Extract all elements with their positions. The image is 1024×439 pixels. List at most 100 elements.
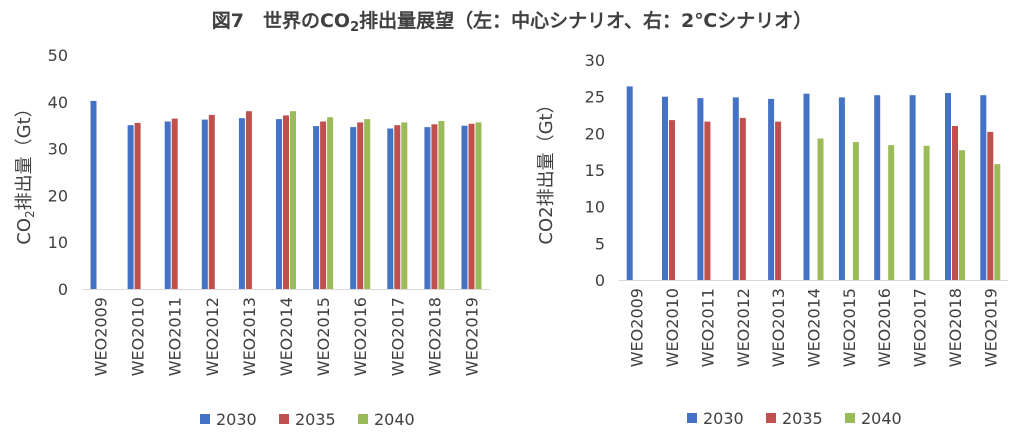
title-subscript: 2 [350, 20, 360, 35]
y-tick-label: 5 [595, 234, 605, 253]
y-tick-label: 30 [48, 140, 68, 159]
bar-2030-WEO2019 [461, 125, 468, 289]
x-tick-label: WEO2011 [698, 288, 717, 367]
bar-2030-WEO2011 [697, 98, 704, 280]
bar-2030-WEO2009 [626, 86, 633, 281]
legend-swatch-2035 [279, 414, 289, 424]
y-tick-label: 20 [48, 186, 68, 205]
bar-2030-WEO2016 [874, 95, 881, 280]
bar-2035-WEO2018 [952, 126, 958, 280]
y-tick-label: 30 [585, 51, 605, 70]
bar-2035-WEO2012 [208, 114, 215, 290]
x-tick-label: WEO2014 [277, 297, 296, 376]
legend-swatch-2030 [687, 413, 697, 423]
y-tick-label: 0 [58, 280, 68, 299]
y-tick-label: 20 [585, 124, 605, 143]
y-axis-label-suffix: 排出量（Gt） [14, 99, 35, 210]
bar-2030-WEO2016 [350, 127, 357, 289]
bar-2040-WEO2018 [438, 121, 445, 289]
bar-2040-WEO2018 [959, 150, 965, 280]
bar-2040-WEO2016 [364, 119, 371, 289]
y-tick-label: 25 [585, 88, 605, 107]
bar-2035-WEO2012 [739, 117, 746, 281]
x-tick-label: WEO2016 [875, 288, 894, 367]
legend-label-2035: 2035 [782, 409, 823, 428]
bar-2040-WEO2015 [327, 117, 334, 289]
bar-2030-WEO2019 [980, 95, 987, 280]
x-tick-label: WEO2009 [628, 288, 647, 367]
bar-2040-WEO2014 [817, 138, 824, 280]
bar-2030-WEO2009 [90, 100, 97, 290]
bar-2035-WEO2018 [431, 124, 438, 289]
bar-2040-WEO2014 [290, 111, 296, 289]
legend-label-2040: 2040 [861, 409, 902, 428]
legend-label-2030: 2030 [703, 409, 744, 428]
bar-2040-WEO2019 [994, 164, 1001, 280]
bar-2030-WEO2015 [838, 97, 845, 281]
legend-swatch-2030 [200, 414, 210, 424]
x-tick-label: WEO2019 [462, 297, 481, 376]
bar-2035-WEO2013 [775, 121, 782, 280]
bar-2030-WEO2018 [945, 93, 951, 280]
bar-2040-WEO2015 [852, 142, 859, 280]
bar-2030-WEO2017 [387, 128, 394, 289]
x-tick-label: WEO2015 [314, 297, 333, 376]
bar-2035-WEO2015 [320, 121, 327, 289]
x-tick-label: WEO2011 [166, 297, 185, 376]
x-tick-label: WEO2013 [240, 297, 259, 376]
x-tick-label: WEO2013 [769, 288, 788, 367]
bar-2040-WEO2017 [401, 122, 408, 290]
y-tick-label: 50 [48, 46, 68, 65]
x-tick-label: WEO2016 [351, 297, 370, 376]
bar-2030-WEO2018 [424, 127, 431, 289]
bar-2030-WEO2013 [238, 118, 245, 289]
bar-2035-WEO2011 [171, 118, 178, 289]
x-tick-label: WEO2010 [129, 297, 148, 376]
bar-2030-WEO2011 [164, 121, 171, 289]
x-tick-label: WEO2012 [734, 288, 753, 367]
y-tick-label: 0 [595, 271, 605, 290]
bar-2030-WEO2014 [276, 119, 282, 289]
x-tick-label: WEO2014 [805, 288, 824, 367]
bar-2030-WEO2012 [201, 119, 208, 289]
x-tick-label: WEO2012 [203, 297, 222, 376]
chart-title: 図7 世界のCO2排出量展望（左：中心シナリオ、右：2℃シナリオ） [0, 6, 1024, 35]
x-tick-label: WEO2009 [92, 297, 111, 376]
title-suffix: 排出量展望（左：中心シナリオ、右：2℃シナリオ） [359, 10, 813, 32]
y-axis-label-subscript: 2 [23, 210, 37, 218]
two-degree-scenario-chart: 0 5 10 15 20 25 30 WEO2009 WEO2010 WEO2011 WEO2012… [536, 51, 1008, 428]
title-prefix: 図7 世界のCO [211, 10, 351, 32]
bar-2035-WEO2011 [704, 121, 711, 280]
x-tick-label: WEO2010 [663, 288, 682, 367]
x-tick-label: WEO2019 [981, 288, 1000, 367]
bar-2040-WEO2019 [475, 122, 482, 290]
bar-2035-WEO2014 [283, 115, 289, 290]
legend-label-2040: 2040 [374, 410, 415, 429]
legend-label-2030: 2030 [216, 410, 257, 429]
y-axis-label-prefix: CO2排出量（Gt） [536, 95, 557, 244]
legend-swatch-2040 [358, 414, 368, 424]
bar-2035-WEO2016 [357, 122, 364, 290]
y-axis-label: CO2排出量（Gt） [14, 99, 37, 244]
x-tick-label: WEO2015 [840, 288, 859, 367]
bar-2030-WEO2010 [127, 125, 134, 289]
bar-2030-WEO2017 [909, 95, 916, 280]
bar-2035-WEO2010 [669, 120, 675, 280]
x-tick-label: WEO2017 [911, 288, 930, 367]
bar-2030-WEO2014 [803, 93, 810, 280]
x-tick-label: WEO2018 [425, 297, 444, 376]
bar-2030-WEO2012 [732, 97, 739, 281]
bar-2030-WEO2010 [662, 96, 668, 280]
y-axis-label-prefix: CO [14, 218, 35, 245]
y-tick-label: 10 [585, 198, 605, 217]
y-tick-label: 10 [48, 233, 68, 252]
bar-2035-WEO2010 [134, 122, 141, 290]
y-tick-label: 15 [585, 161, 605, 180]
bar-2030-WEO2013 [768, 98, 775, 281]
bar-2040-WEO2016 [888, 145, 895, 280]
bar-2035-WEO2019 [987, 131, 994, 280]
legend-swatch-2035 [766, 413, 776, 423]
bar-2040-WEO2017 [923, 145, 930, 280]
legend-swatch-2040 [845, 413, 855, 423]
